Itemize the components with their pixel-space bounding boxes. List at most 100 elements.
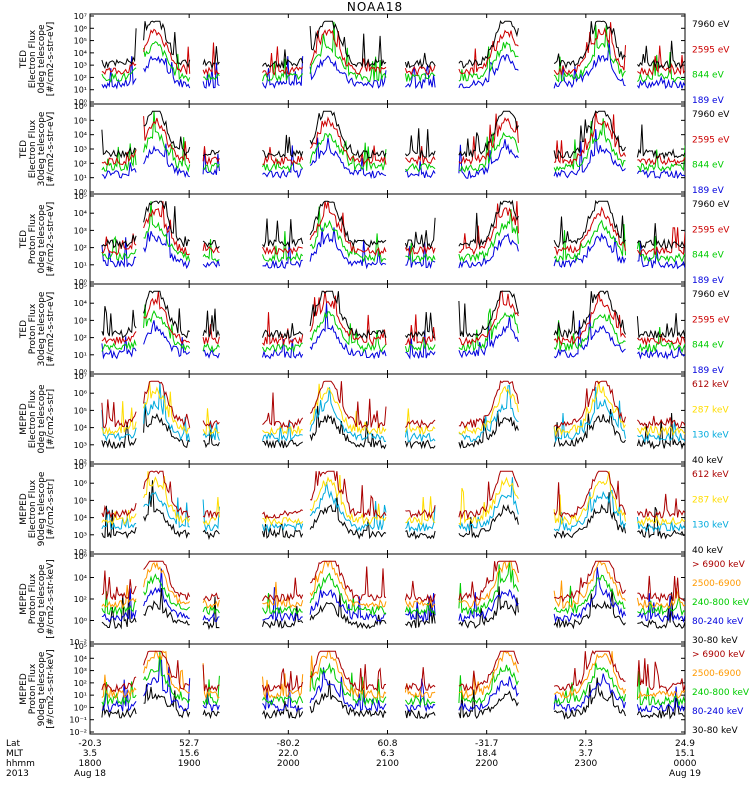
y-tick-label: 10³ (74, 441, 87, 450)
y-tick-label: 10⁴ (74, 424, 87, 433)
series-line (101, 290, 685, 340)
series-line (101, 201, 685, 264)
x-axis-value: Aug 19 (669, 769, 701, 779)
y-tick-label: 10³ (74, 61, 87, 70)
y-tick-label: 10⁻¹ (69, 716, 87, 725)
series-line (101, 380, 685, 430)
y-tick-label: 10¹ (74, 86, 87, 95)
y-tick-label: 10⁴ (74, 209, 87, 218)
series-line (101, 381, 685, 437)
y-tick-label: 10⁶ (74, 24, 87, 33)
x-axis-value: 2200 (475, 759, 498, 769)
series-line (101, 111, 685, 167)
y-tick-label: 10² (74, 595, 87, 604)
y-tick-label: 10³ (74, 226, 87, 235)
chart-title: NOAA18 (346, 0, 404, 14)
series-line (101, 304, 685, 354)
legend-entry: 80-240 keV (692, 707, 744, 717)
x-axis-value: 3.5 (83, 749, 97, 759)
y-axis-label: MEPEDProton Flux90deg telescope[#/cm2-s-… (19, 649, 56, 728)
x-axis-value: 18.4 (477, 749, 497, 759)
series-line (101, 586, 685, 631)
y-axis-label: TEDElectron Flux30deg telescope[#/cm2-s-… (19, 111, 56, 186)
flux-traces (101, 470, 685, 541)
legend-entry: 130 keV (692, 431, 729, 441)
y-tick-label: 10⁴ (74, 574, 87, 583)
y-tick-label: 10⁵ (74, 406, 87, 415)
flux-traces (101, 560, 685, 631)
series-line (101, 560, 685, 604)
x-axis-value: 6.3 (380, 749, 394, 759)
series-line (101, 480, 685, 541)
legend-entry: 7960 eV (692, 110, 730, 120)
x-row-label: Lat (6, 739, 21, 749)
x-axis-value: 0000 (674, 759, 697, 769)
y-tick-label: 10⁵ (74, 496, 87, 505)
series-line (101, 110, 685, 160)
y-tick-label: 10³ (74, 316, 87, 325)
x-axis-value: Aug 18 (74, 769, 106, 779)
legend-entry: 7960 eV (692, 290, 730, 300)
y-tick-label: 10¹ (74, 174, 87, 183)
legend-entry: 287 keV (692, 495, 729, 505)
series-line (101, 302, 685, 360)
y-tick-label: 10⁴ (74, 514, 87, 523)
x-axis-value: 15.1 (675, 749, 695, 759)
legend-entry: 612 keV (692, 470, 729, 480)
y-tick-label: 10¹ (74, 351, 87, 360)
legend-entry: 2595 eV (692, 135, 730, 145)
x-axis-value: 1900 (178, 759, 201, 769)
y-tick-label: 10⁰ (74, 98, 87, 107)
y-tick-label: 10¹ (74, 261, 87, 270)
x-axis-value: 24.9 (675, 739, 695, 749)
y-tick-label: 10⁵ (74, 192, 87, 201)
x-axis-value: 52.7 (179, 739, 199, 749)
legend-entry: 844 eV (692, 251, 725, 261)
x-axis-value: 1800 (79, 759, 102, 769)
y-axis-label: TEDProton Flux0deg telescope[#/cm2-s-str… (19, 202, 56, 277)
x-axis-value: 15.6 (179, 749, 199, 759)
y-tick-label: 10² (74, 548, 87, 557)
y-tick-label: 10⁵ (74, 116, 87, 125)
flux-traces (101, 19, 685, 90)
legend-entry: 189 eV (692, 186, 725, 196)
y-tick-label: 10⁰ (74, 278, 87, 287)
legend-entry: 844 eV (692, 71, 725, 81)
series-line (101, 560, 685, 610)
series-line (101, 650, 685, 694)
legend-entry: 240-800 keV (692, 598, 750, 608)
series-line (101, 21, 685, 83)
y-tick-label: 10⁻² (69, 638, 87, 647)
legend-entry: 844 eV (692, 161, 725, 171)
legend-entry: 130 keV (692, 521, 729, 531)
y-tick-label: 10⁻² (69, 728, 87, 737)
y-tick-label: 10⁶ (74, 389, 87, 398)
series-line (101, 19, 685, 70)
y-tick-label: 10² (74, 458, 87, 467)
y-tick-label: 10² (74, 159, 87, 168)
legend-entry: 30-80 keV (692, 636, 738, 646)
y-axis-label: MEPEDProton Flux0deg telescope[#/cm2-s-s… (19, 559, 56, 638)
x-axis-value: 22.0 (278, 749, 298, 759)
y-axis-label: MEPEDElectron Flux0deg telescope[#/cm2-s… (19, 384, 56, 454)
y-tick-label: 10⁴ (74, 299, 87, 308)
x-axis-value: 2000 (277, 759, 300, 769)
x-row-label: 2013 (6, 769, 29, 779)
y-tick-label: 10⁶ (74, 552, 87, 561)
legend-entry: > 6900 keV (692, 560, 746, 570)
y-tick-label: 10⁵ (74, 642, 87, 651)
y-tick-label: 10⁷ (74, 372, 87, 381)
series-line (101, 22, 685, 77)
legend-entry: 2500-6900 (692, 579, 741, 589)
legend-entry: 2595 eV (692, 315, 730, 325)
flux-traces (101, 380, 685, 450)
legend-entry: 612 keV (692, 380, 729, 390)
y-tick-label: 10³ (74, 531, 87, 540)
y-tick-label: 10⁴ (74, 49, 87, 58)
legend-entry: > 6900 keV (692, 650, 746, 660)
y-tick-label: 10⁶ (74, 479, 87, 488)
x-axis-value: -80.2 (277, 739, 300, 749)
legend-entry: 2595 eV (692, 45, 730, 55)
series-line (101, 650, 685, 700)
